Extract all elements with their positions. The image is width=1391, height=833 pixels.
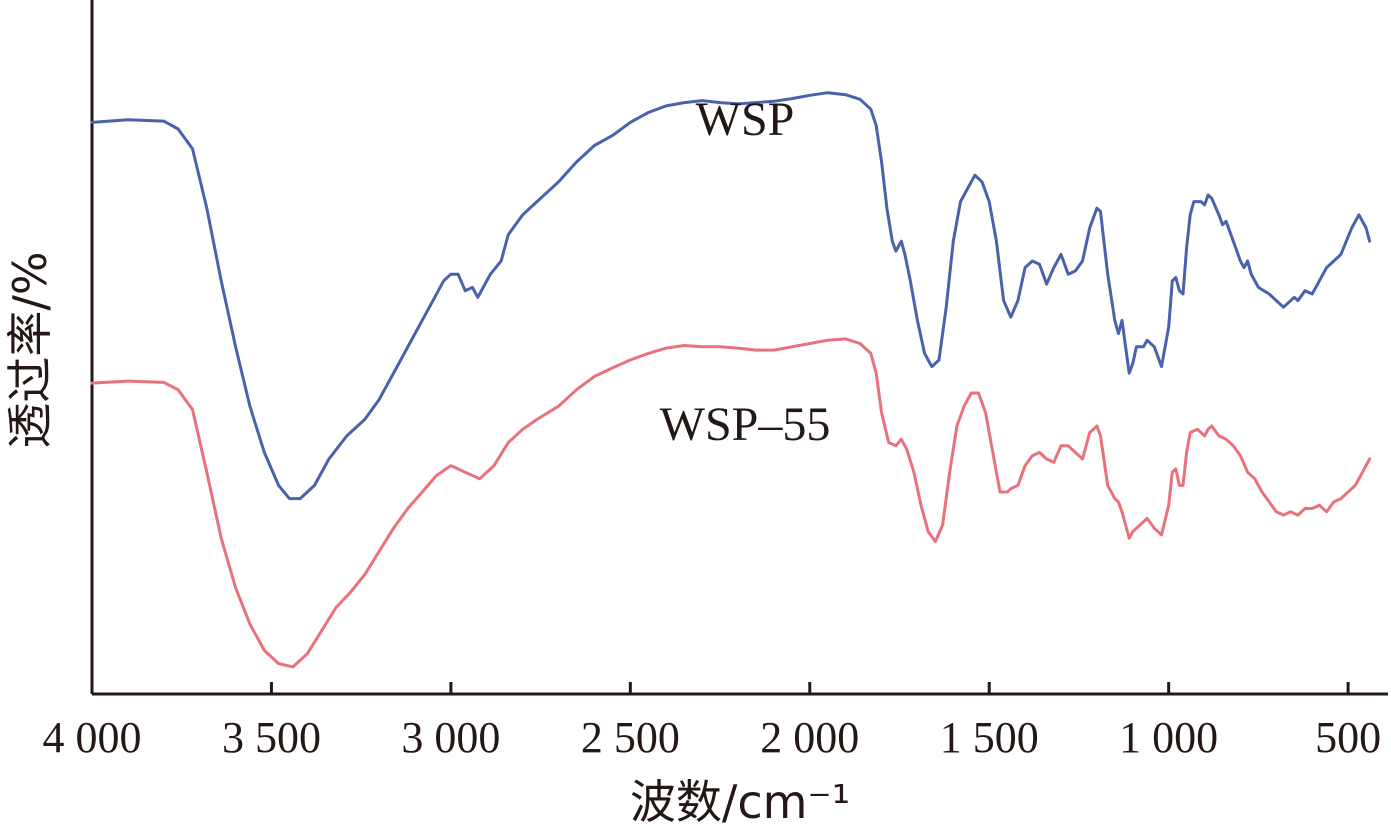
x-axis-ticks — [90, 682, 1350, 694]
x-tick-label-6: 1 000 — [1119, 713, 1218, 762]
x-tick-label-5: 1 500 — [940, 713, 1039, 762]
x-tick-label-7: 500 — [1315, 713, 1381, 762]
x-tick-label-0: 4 000 — [43, 713, 142, 762]
x-tick-label-4: 2 000 — [760, 713, 859, 762]
series-lines — [90, 91, 1372, 669]
series-label-wsp-55: WSP–55 — [660, 398, 831, 451]
x-axis-title: 波数/cm⁻¹ — [630, 775, 850, 829]
x-axis-tick-labels: 4 000 3 500 3 000 2 500 2 000 1 500 1 000 500 — [43, 713, 1382, 762]
series-line-1 — [90, 337, 1372, 669]
x-tick-label-2: 3 000 — [401, 713, 500, 762]
series-label-wsp: WSP — [696, 93, 795, 146]
x-tick-label-3: 2 500 — [581, 713, 680, 762]
y-axis-title: 透过率/% — [3, 251, 57, 448]
series-line-0 — [90, 91, 1372, 501]
x-tick-label-1: 3 500 — [222, 713, 321, 762]
